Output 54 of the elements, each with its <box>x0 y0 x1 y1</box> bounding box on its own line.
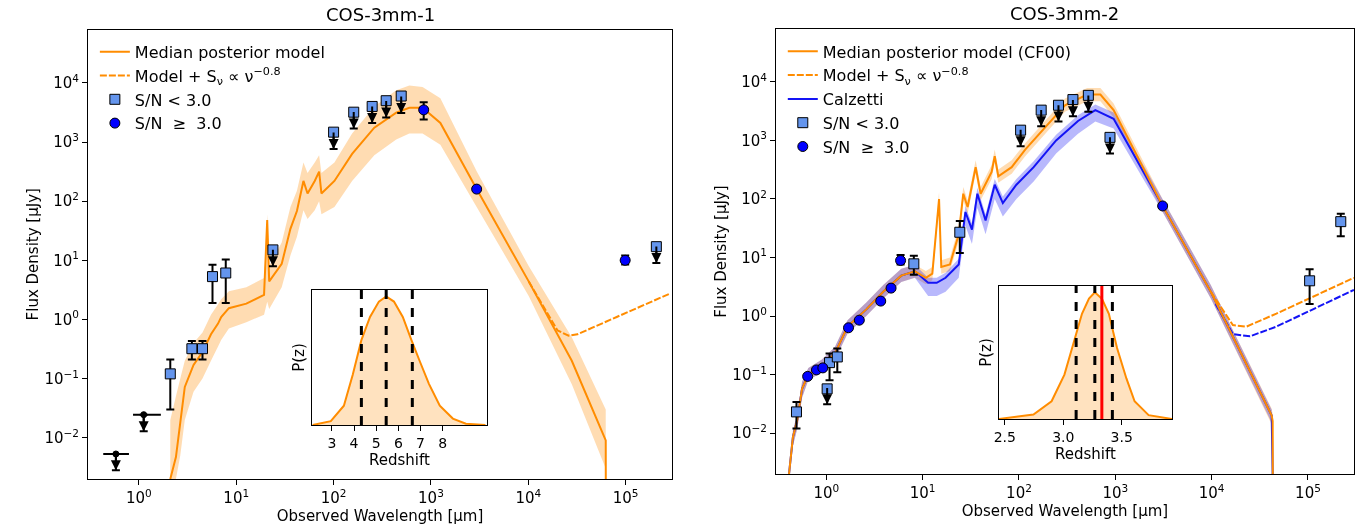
y-tick-label: 10$^{0}$ <box>53 308 80 329</box>
y-tick-label: 10$^{2}$ <box>53 190 80 211</box>
y-axis-title: P(z) <box>290 343 309 372</box>
x-tick-label: 3.0 <box>1052 428 1075 445</box>
legend-label: Model + S$_{ν}$ ∝ ν$^{−0.8}$ <box>822 64 969 88</box>
x-tick-label: 10$^{2}$ <box>320 486 347 508</box>
x-tick-label: 3 <box>327 434 337 451</box>
y-tick-label: 10$^{0}$ <box>741 304 767 326</box>
x-tick-label: 10$^{3}$ <box>418 486 444 508</box>
x-axis-title: Redshift <box>1055 444 1117 463</box>
y-tick-label: 10$^{2}$ <box>741 187 767 209</box>
x-axis-title: Observed Wavelength [μm] <box>961 501 1169 520</box>
x-axis-title: Redshift <box>369 450 431 469</box>
y-axis-title: Flux Density [μJy] <box>711 185 730 318</box>
x-tick-label: 10$^{0}$ <box>126 486 152 508</box>
x-tick-label: 5 <box>371 434 381 451</box>
x-tick-label: 10$^{1}$ <box>909 481 936 502</box>
y-tick-label: 10$^{−1}$ <box>44 367 80 388</box>
x-tick-label: 10$^{4}$ <box>1198 481 1225 502</box>
x-tick-label: 10$^{0}$ <box>813 481 840 502</box>
x-tick-label: 7 <box>416 434 425 451</box>
y-tick-label: 10$^{1}$ <box>53 249 80 270</box>
x-tick-label: 10$^{1}$ <box>223 486 250 508</box>
x-tick-label: 10$^{5}$ <box>612 486 639 508</box>
x-tick-label: 10$^{4}$ <box>515 486 542 508</box>
legend-label: S/N < 3.0 <box>822 113 900 133</box>
legend-label: S/N ≥ 3.0 <box>822 137 910 157</box>
y-tick-label: 10$^{−2}$ <box>732 422 767 443</box>
y-tick-label: 10$^{3}$ <box>741 129 767 150</box>
x-tick-label: 8 <box>438 434 448 451</box>
y-tick-label: 10$^{4}$ <box>741 70 768 92</box>
y-tick-label: 10$^{1}$ <box>741 246 767 267</box>
x-tick-label: 6 <box>393 434 403 451</box>
legend-label: Model + S$_{ν}$ ∝ ν$^{−0.8}$ <box>134 65 281 89</box>
legend-label: Calzetti <box>822 90 884 110</box>
x-tick-label: 4 <box>349 434 359 451</box>
legend-label: S/N < 3.0 <box>134 90 212 110</box>
y-tick-label: 10$^{4}$ <box>53 71 80 93</box>
chart-title: COS-3mm-2 <box>1010 3 1120 24</box>
x-tick-label: 10$^{5}$ <box>1295 481 1321 502</box>
y-axis-title: P(z) <box>977 338 996 367</box>
x-axis-title: Observed Wavelength [μm] <box>276 507 484 526</box>
x-tick-label: 2.5 <box>993 428 1016 445</box>
y-tick-label: 10$^{−1}$ <box>732 363 767 384</box>
y-axis-title: Flux Density [μJy] <box>23 188 42 321</box>
chart-title: COS-3mm-1 <box>326 4 436 25</box>
x-tick-label: 10$^{3}$ <box>1102 481 1129 502</box>
y-tick-label: 10$^{−2}$ <box>44 426 80 447</box>
x-tick-label: 10$^{2}$ <box>1006 481 1032 502</box>
y-tick-label: 10$^{3}$ <box>53 131 80 152</box>
x-tick-label: 3.5 <box>1110 428 1133 445</box>
legend-label: Median posterior model (CF00) <box>822 42 1072 62</box>
legend-label: Median posterior model <box>134 42 325 62</box>
legend-label: S/N ≥ 3.0 <box>134 114 222 134</box>
